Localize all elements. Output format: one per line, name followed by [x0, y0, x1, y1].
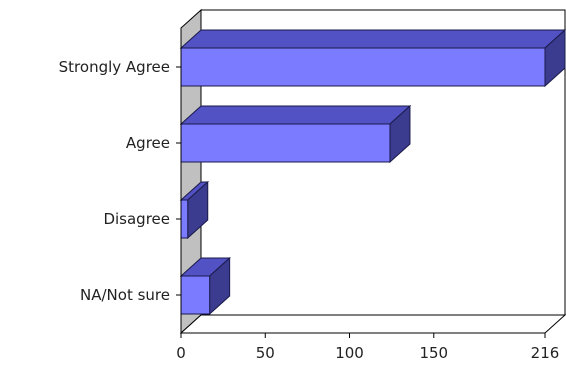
x-tick-label-150: 150 — [419, 344, 448, 362]
bar-front-face — [181, 48, 545, 86]
x-tick-label-50: 50 — [256, 344, 275, 362]
bar-front-face — [181, 124, 390, 162]
x-tick-label-100: 100 — [335, 344, 364, 362]
x-tick-label-216: 216 — [531, 344, 560, 362]
floor — [181, 315, 565, 333]
category-label-disagree: Disagree — [103, 210, 170, 228]
category-label-na-not-sure: NA/Not sure — [80, 286, 170, 304]
bar-top-face — [181, 106, 410, 124]
category-label-agree: Agree — [126, 134, 170, 152]
bar-strongly-agree — [181, 30, 565, 86]
bar-agree — [181, 106, 410, 162]
x-tick-labels: 0 50 100 150 216 — [176, 344, 559, 362]
x-tick-label-0: 0 — [176, 344, 186, 362]
bar-top-face — [181, 30, 565, 48]
bar-front-face — [181, 276, 210, 314]
bar-front-face — [181, 200, 188, 238]
category-label-strongly-agree: Strongly Agree — [59, 58, 170, 76]
category-labels: Strongly Agree Agree Disagree NA/Not sure — [59, 58, 170, 304]
